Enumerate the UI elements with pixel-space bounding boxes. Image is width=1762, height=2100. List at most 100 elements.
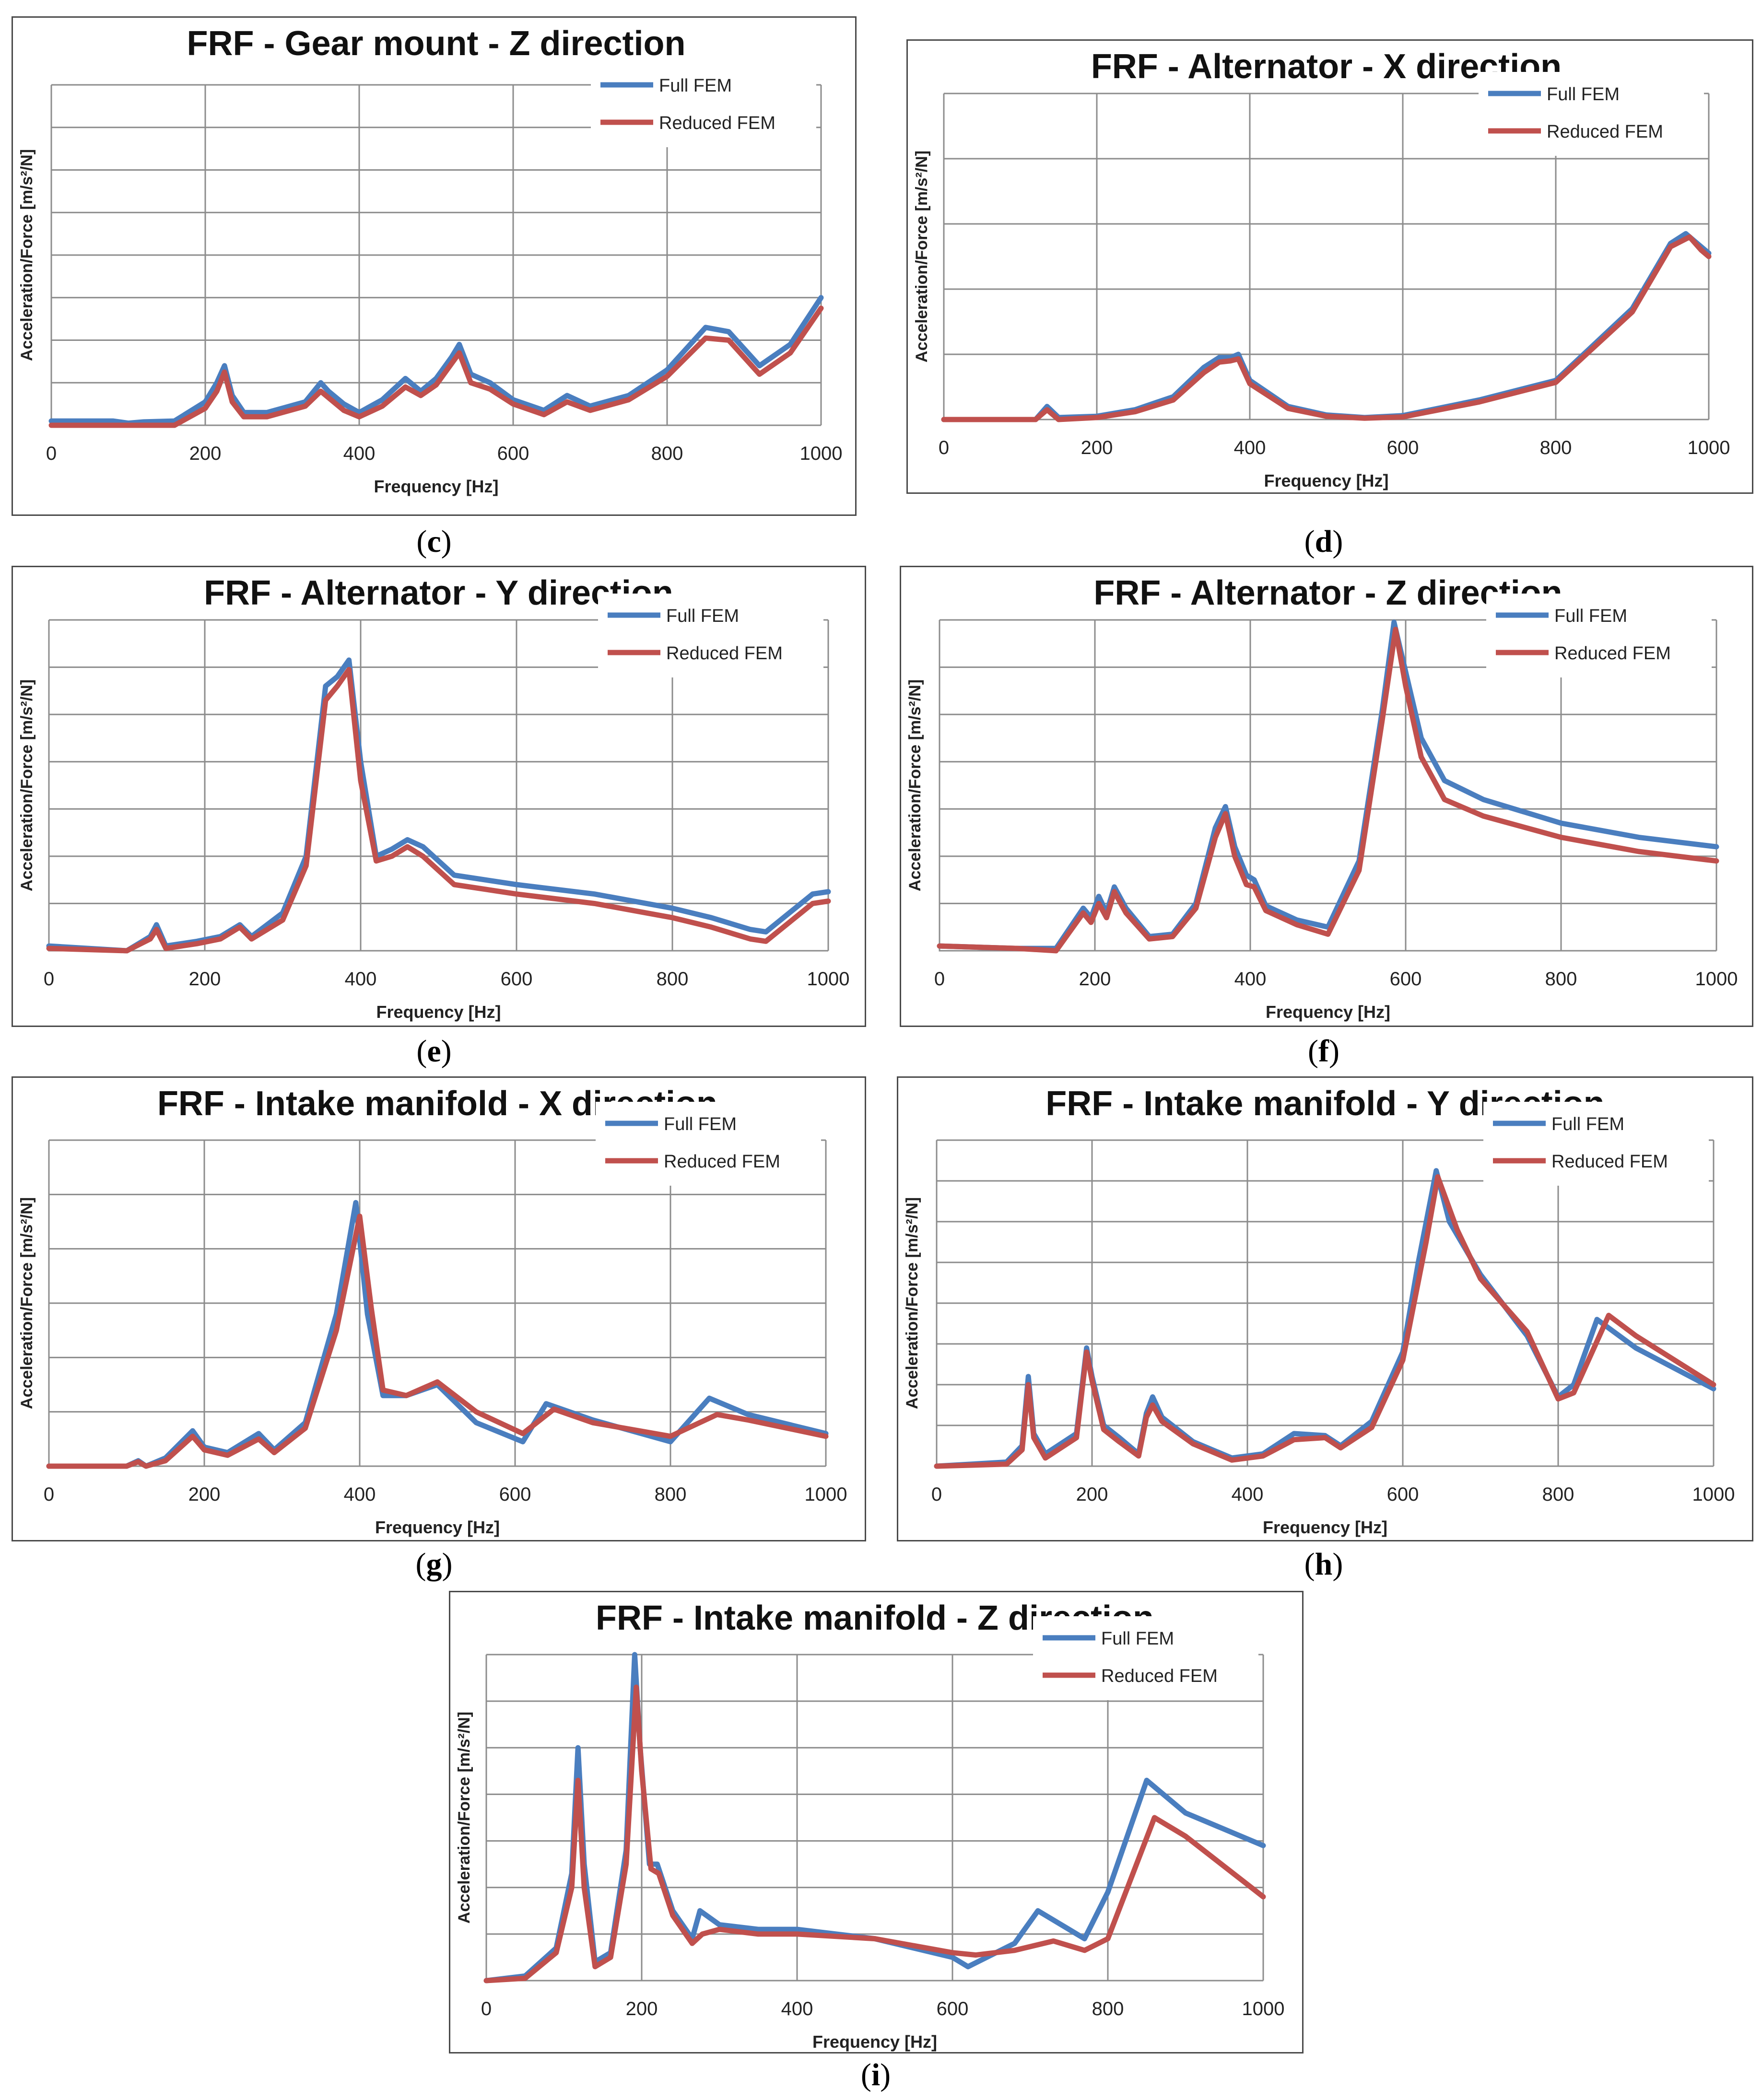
legend-label: Reduced FEM <box>1101 1666 1218 1686</box>
caption-e: (e) <box>416 1034 452 1069</box>
legend-label: Reduced FEM <box>664 1152 780 1172</box>
x-axis-label: Frequency [Hz] <box>1266 1002 1390 1022</box>
series-line-reduced-fem <box>941 234 1712 422</box>
legend: Full FEM Reduced FEM <box>1483 1102 1709 1186</box>
series-line-full-fem <box>48 295 824 426</box>
x-tick-label: 200 <box>189 968 221 990</box>
x-axis-label: Frequency [Hz] <box>376 1002 501 1022</box>
legend-box <box>591 63 816 147</box>
x-tick-label: 600 <box>497 443 529 464</box>
x-tick-label: 600 <box>1387 437 1419 458</box>
x-axis-label: Frequency [Hz] <box>374 477 498 496</box>
x-tick-label: 800 <box>1092 1998 1124 2019</box>
x-tick-label: 0 <box>44 968 54 990</box>
legend-label: Reduced FEM <box>1554 643 1671 664</box>
legend-label: Full FEM <box>664 1114 737 1134</box>
chart-panel-g: FRF - Intake manifold - X direction 0 200 4… <box>12 1076 866 1541</box>
x-tick-label: 1000 <box>1242 1998 1285 2019</box>
series-line-full-fem <box>483 1652 1266 1983</box>
x-tick-label: 800 <box>1545 968 1577 990</box>
y-axis-label: Acceleration/Force [m/s²/N] <box>18 1197 36 1409</box>
x-tick-label: 600 <box>937 1998 969 2019</box>
x-tick-label: 1000 <box>805 1484 847 1505</box>
x-tick-label: 800 <box>1540 437 1572 458</box>
legend-label: Full FEM <box>666 606 739 626</box>
legend-box <box>596 1102 821 1186</box>
legend-box <box>1479 72 1704 156</box>
gridlines <box>937 1139 1715 1466</box>
y-axis-label: Acceleration/Force [m/s²/N] <box>906 679 924 891</box>
x-tick-label: 0 <box>481 1998 492 2019</box>
chart-title: FRF - Gear mount - Z direction <box>187 24 686 63</box>
legend-box <box>1033 1616 1258 1700</box>
chart-panel-h: FRF - Intake manifold - Y direction 0 200 4… <box>897 1076 1753 1541</box>
chart-panel-c: FRF - Gear mount - Z direction 0 200 400 600… <box>12 16 857 516</box>
axes <box>939 620 1716 952</box>
y-axis-label: Acceleration/Force [m/s²/N] <box>903 1197 921 1409</box>
y-axis-label: Acceleration/Force [m/s²/N] <box>18 679 36 891</box>
caption-c: (c) <box>416 524 452 559</box>
caption-f: (f) <box>1308 1034 1339 1069</box>
x-axis-label: Frequency [Hz] <box>1264 471 1388 490</box>
series-line-reduced-fem <box>46 667 831 954</box>
gridlines <box>940 619 1717 951</box>
series-line-reduced-fem <box>937 627 1719 954</box>
x-tick-label: 600 <box>499 1484 531 1505</box>
legend-label: Full FEM <box>1554 606 1627 626</box>
x-tick-label: 600 <box>1387 1484 1419 1505</box>
legend: Full FEM Reduced FEM <box>598 594 823 677</box>
legend: Full FEM Reduced FEM <box>596 1102 821 1186</box>
x-tick-label: 1000 <box>1692 1484 1735 1505</box>
x-tick-label: 400 <box>1232 1484 1264 1505</box>
x-tick-label: 0 <box>939 437 949 458</box>
x-axis-label: Frequency [Hz] <box>812 2032 937 2052</box>
legend-label: Full FEM <box>1547 84 1620 105</box>
legend-box <box>1483 1102 1709 1186</box>
chart-svg-c: FRF - Gear mount - Z direction 0 200 400 600… <box>18 24 843 496</box>
x-tick-label: 400 <box>1234 437 1266 458</box>
x-tick-label: 400 <box>345 968 377 990</box>
gridlines <box>486 1654 1264 1981</box>
legend-label: Full FEM <box>1551 1114 1624 1134</box>
series-line-full-fem <box>937 619 1719 951</box>
legend-label: Full FEM <box>659 76 732 96</box>
series-line-full-fem <box>941 231 1712 422</box>
x-tick-label: 0 <box>46 443 57 464</box>
legend-label: Reduced FEM <box>1551 1152 1668 1172</box>
x-tick-label: 800 <box>655 1484 687 1505</box>
x-tick-label: 200 <box>188 1484 221 1505</box>
chart-panel-e: FRF - Alternator - Y direction 0 200 400 600… <box>12 566 866 1027</box>
chart-panel-d: FRF - Alternator - X direction 0 200 400 600… <box>906 39 1753 494</box>
y-axis-label: Acceleration/Force [m/s²/N] <box>913 151 931 362</box>
chart-svg-f: FRF - Alternator - Z direction 0 200 400 600… <box>906 574 1738 1022</box>
x-tick-label: 200 <box>1076 1484 1108 1505</box>
x-tick-label: 200 <box>626 1998 658 2019</box>
x-axis-label: Frequency [Hz] <box>375 1517 500 1537</box>
series-line-full-fem <box>46 657 831 954</box>
x-tick-label: 1000 <box>1695 968 1738 990</box>
chart-svg-e: FRF - Alternator - Y direction 0 200 400 600… <box>18 574 849 1022</box>
x-tick-label: 0 <box>934 968 945 990</box>
legend: Full FEM Reduced FEM <box>1033 1616 1258 1700</box>
x-tick-label: 400 <box>344 1484 376 1505</box>
series-line-reduced-fem <box>483 1684 1266 1983</box>
x-axis-label: Frequency [Hz] <box>1263 1517 1387 1537</box>
x-tick-label: 800 <box>1542 1484 1574 1505</box>
x-tick-label: 600 <box>1390 968 1422 990</box>
x-tick-label: 1000 <box>800 443 843 464</box>
series-line-full-fem <box>46 1200 829 1469</box>
x-tick-label: 1000 <box>1688 437 1730 458</box>
caption-h: (h) <box>1304 1547 1343 1582</box>
series-line-reduced-fem <box>48 305 824 428</box>
caption-g: (g) <box>415 1547 453 1582</box>
x-tick-label: 800 <box>651 443 683 464</box>
legend-box <box>1486 594 1712 677</box>
x-tick-label: 400 <box>1234 968 1267 990</box>
series-line-reduced-fem <box>46 1213 829 1469</box>
legend-label: Reduced FEM <box>659 113 775 133</box>
legend-box <box>598 594 823 677</box>
